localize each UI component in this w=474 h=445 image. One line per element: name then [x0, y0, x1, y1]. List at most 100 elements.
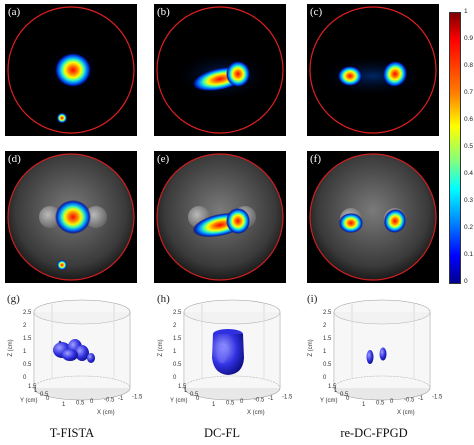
panel-a: (a) — [5, 4, 137, 136]
x-tick-label: 0.5 — [76, 401, 85, 407]
colorbar-tick-label: 0.4 — [464, 170, 474, 177]
z-tick-label: 1 — [173, 349, 177, 355]
caption-re-dc-fpgd: re-DC-FPGD — [340, 426, 408, 440]
z-tick-label: 2 — [323, 323, 327, 329]
hotspot-right — [383, 209, 407, 233]
colorbar-tick-label: 0.7 — [464, 89, 474, 96]
volume-blob-small — [58, 340, 62, 344]
hotspot-left — [339, 213, 363, 233]
z-tick-label: 0 — [323, 375, 327, 381]
panel-label: (c) — [310, 6, 323, 18]
colorbar-tick-label: 0 — [464, 278, 468, 285]
y-axis-label: Y (cm) — [320, 398, 338, 404]
colorbar — [449, 12, 461, 284]
panel-label: (h) — [157, 293, 170, 305]
colorbar-tick-label: 0.6 — [464, 116, 474, 123]
x-tick-label: 1 — [212, 402, 216, 408]
cylinder — [33, 299, 131, 401]
small-hotspot — [57, 260, 67, 270]
panel-h: 2.5 2 1.5 1 0.5 0 1 0.5 0 -0.5 -1 -1.5 1.5 1 0.5 0 Z (c… — [152, 290, 302, 420]
panel-g: 2.5 2 1.5 1 0.5 0 1 0.5 0 -0.5 -1 -1.5 1.5 1 0.5 0 Z (c… — [2, 290, 152, 420]
volume-render-i: 2.521.510.501 0.5 0 -0.5 -1 -1.51.510.50 Z (c… — [308, 299, 443, 416]
y-tick-label: 1 — [334, 388, 338, 394]
volume-render-h: 2.521.510.501 0.5 0 -0.5 -1 -1.51.510.50 Z (c… — [158, 299, 293, 416]
hotspot-left — [338, 66, 362, 86]
panel-b: (b) — [154, 4, 286, 136]
x-tick-label: 0 — [90, 399, 94, 405]
panel-i: 2.5 2 1.5 1 0.5 0 1 0.5 0 -0.5 -1 -1.5 1.5 1 0.5 0 Z (c… — [302, 290, 452, 420]
panel-c: (c) — [307, 4, 439, 136]
z-tick-label: 1.5 — [323, 336, 332, 342]
panel-d-image — [7, 153, 135, 281]
x-tick-label: 0.5 — [226, 401, 235, 407]
caption-t-fista: T-FISTA — [49, 426, 95, 440]
volume-highlight — [217, 345, 227, 363]
x-tick-label: 0.5 — [376, 401, 385, 407]
y-tick-label: 1 — [184, 388, 188, 394]
volume-blob — [87, 353, 95, 363]
panel-f-image — [309, 153, 437, 281]
colorbar-tick-label: 0.1 — [464, 251, 474, 258]
phantom-sphere — [85, 206, 107, 228]
hotspot-right — [382, 61, 408, 87]
z-tick-label: 1.5 — [173, 336, 182, 342]
z-axis-label: Z (cm) — [308, 339, 314, 356]
caption-dc-fl: DC-FL — [203, 426, 241, 440]
panel-e-image — [156, 153, 284, 281]
z-tick-label: 0 — [23, 375, 27, 381]
z-tick-label: 2 — [173, 323, 177, 329]
panel-c-image — [309, 6, 437, 134]
x-tick-label: -0.5 — [404, 398, 415, 404]
z-tick-label: 0 — [173, 375, 177, 381]
volume-blob-right — [379, 347, 387, 361]
y-tick-label: 1.5 — [328, 384, 337, 390]
cylinder — [183, 299, 281, 401]
y-axis-label: Y (cm) — [20, 398, 38, 404]
panel-label: (e) — [157, 153, 170, 165]
z-axis-ticks: 2.521.510.501 0.5 0 -0.5 -1 -1.51.510.50 — [173, 310, 293, 408]
x-tick-label: -1 — [118, 396, 124, 402]
colorbar-tick-label: 0.3 — [464, 197, 474, 204]
phantom-overlay — [309, 153, 437, 281]
x-tick-label: 0 — [240, 399, 244, 405]
small-hotspot — [57, 113, 67, 123]
z-axis-label: Z (cm) — [158, 339, 164, 356]
x-tick-label: 1 — [362, 402, 366, 408]
z-tick-label: 1.5 — [23, 336, 32, 342]
colorbar-tick-label: 0.2 — [464, 224, 474, 231]
x-axis-label: X (cm) — [397, 410, 415, 416]
volume-render-g: 2.521.510.501 0.5 0 -0.5 -1 -1.51.510.50 Z (c… — [8, 299, 143, 416]
z-tick-label: 0.5 — [23, 362, 32, 368]
y-tick-label: 0 — [196, 396, 200, 402]
x-tick-label: 1 — [62, 402, 66, 408]
z-tick-label: 0.5 — [173, 362, 182, 368]
panel-label: (i) — [307, 293, 318, 305]
volume-blob — [62, 349, 78, 361]
y-tick-label: 1 — [34, 388, 38, 394]
y-tick-label: 1.5 — [178, 384, 187, 390]
x-tick-label: -1.5 — [282, 395, 293, 401]
cylinder — [333, 299, 431, 401]
x-axis-label: X (cm) — [97, 410, 115, 416]
volume-blob — [212, 334, 244, 375]
panel-label: (b) — [157, 6, 170, 18]
y-axis-label: Y (cm) — [170, 398, 188, 404]
z-axis-ticks: 2.521.510.501 0.5 0 -0.5 -1 -1.51.510.50 — [323, 310, 443, 408]
boundary-circle — [156, 6, 284, 134]
z-tick-label: 2.5 — [173, 310, 182, 316]
y-tick-label: 0 — [346, 396, 350, 402]
z-tick-label: 0.5 — [323, 362, 332, 368]
volume-blob — [75, 345, 89, 361]
panel-label: (g) — [7, 293, 20, 305]
z-tick-label: 2 — [23, 323, 27, 329]
boundary-circle — [309, 6, 437, 134]
x-tick-label: -0.5 — [254, 398, 265, 404]
colorbar-tick-label: 0.9 — [464, 35, 474, 42]
panel-f: (f) — [307, 151, 439, 283]
z-tick-label: 2.5 — [323, 310, 332, 316]
x-tick-label: 0 — [390, 399, 394, 405]
panel-e: (e) — [154, 151, 286, 283]
hotspot — [55, 53, 91, 87]
panel-label: (f) — [310, 153, 321, 165]
boundary-circle — [7, 6, 135, 134]
